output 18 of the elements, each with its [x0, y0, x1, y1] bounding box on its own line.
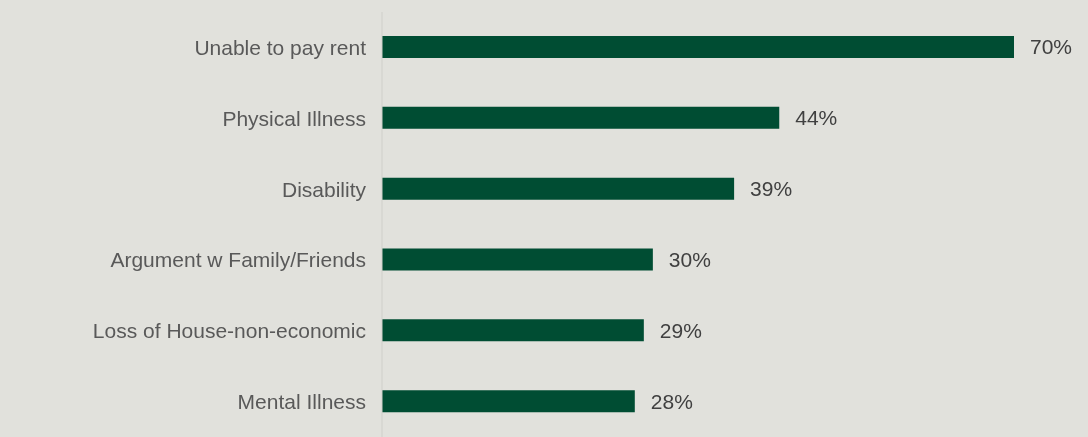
data-label: 29% — [659, 318, 702, 342]
data-label: 70% — [1030, 35, 1073, 59]
y-tick-label: Loss of House-non-economic — [92, 319, 366, 343]
y-tick-label: Argument w Family/Friends — [110, 248, 366, 272]
y-tick-label: Physical Illness — [222, 106, 366, 130]
data-label: 28% — [650, 389, 693, 413]
bar — [382, 319, 644, 342]
bar — [382, 177, 735, 200]
data-label: 44% — [795, 106, 838, 130]
bar — [382, 248, 653, 271]
data-label: 39% — [750, 177, 793, 201]
y-tick-label: Unable to pay rent — [194, 35, 367, 59]
bar — [382, 106, 780, 129]
bar — [382, 390, 635, 413]
bar — [382, 36, 1014, 58]
y-tick-label: Disability — [281, 177, 367, 201]
data-label: 30% — [668, 247, 711, 271]
y-tick-label: Mental Illness — [237, 390, 366, 414]
